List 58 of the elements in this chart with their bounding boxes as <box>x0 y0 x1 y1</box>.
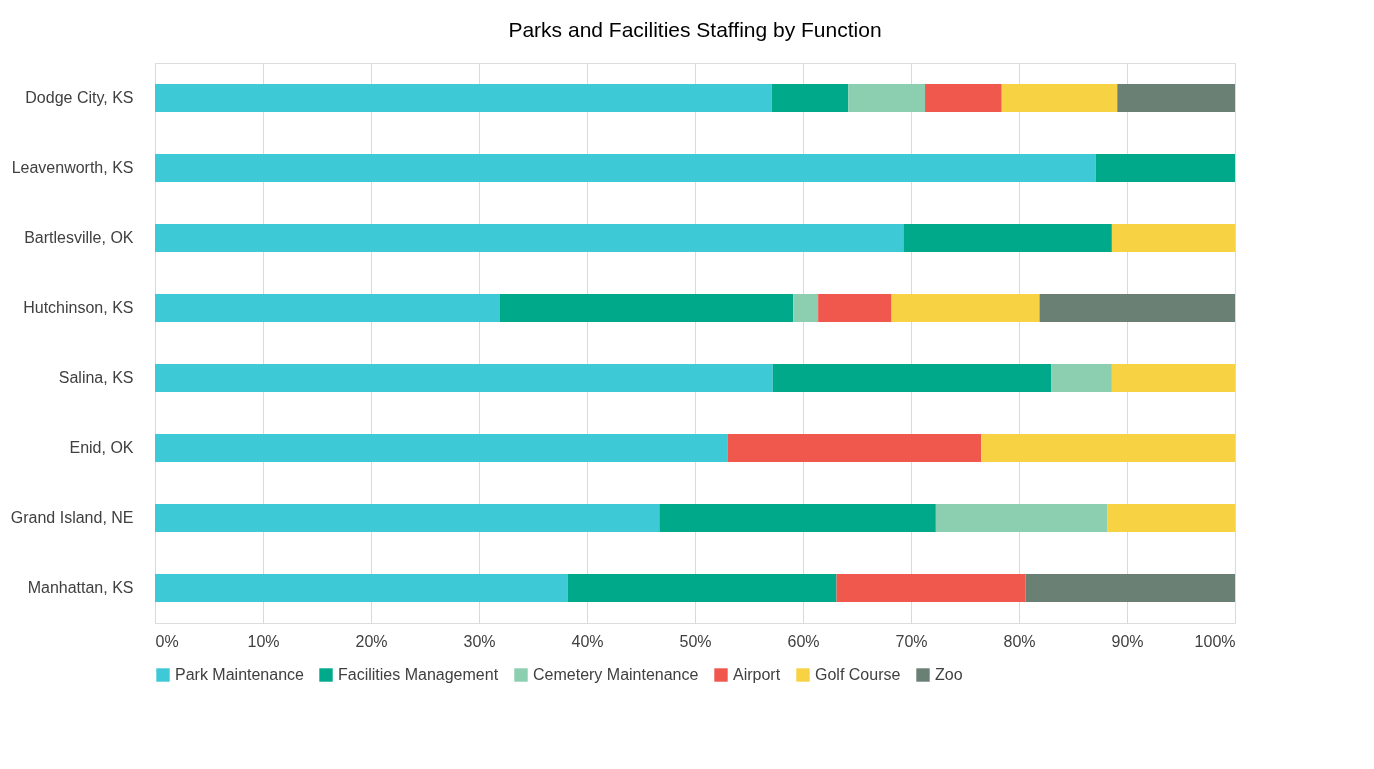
bar <box>499 294 794 322</box>
bar <box>155 154 1096 182</box>
bar <box>155 84 772 112</box>
bar <box>155 224 904 252</box>
x-tick-label: 40% <box>571 632 604 650</box>
y-tick-label: Bartlesville, OK <box>24 229 134 246</box>
bar <box>727 434 982 462</box>
legend-label: Golf Course <box>815 666 901 683</box>
chart-title: Parks and Facilities Staffing by Function <box>508 18 882 41</box>
bar <box>903 224 1112 252</box>
y-tick-label: Enid, OK <box>69 439 134 456</box>
bar <box>1001 84 1118 112</box>
y-tick-label: Leavenworth, KS <box>11 159 134 176</box>
bar <box>1051 364 1112 392</box>
bar <box>925 84 1002 112</box>
bar <box>981 434 1235 462</box>
x-tick-label: 0% <box>155 632 179 650</box>
bar <box>155 504 660 532</box>
bar <box>935 504 1108 532</box>
x-tick-label: 50% <box>679 632 712 650</box>
x-tick-label: 10% <box>247 632 280 650</box>
bar <box>818 294 892 322</box>
y-tick-label: Hutchinson, KS <box>23 299 134 316</box>
bar <box>1025 574 1235 602</box>
bar <box>155 574 568 602</box>
x-tick-label: 60% <box>787 632 820 650</box>
bar <box>1111 224 1235 252</box>
bar <box>836 574 1026 602</box>
y-tick-label: Dodge City, KS <box>25 89 134 106</box>
legend-label: Cemetery Maintenance <box>533 666 699 683</box>
bar <box>891 294 1040 322</box>
bar <box>1095 154 1235 182</box>
y-tick-label: Salina, KS <box>58 369 134 386</box>
bar <box>1111 364 1235 392</box>
bar <box>155 294 500 322</box>
bar <box>567 574 837 602</box>
bar <box>155 434 728 462</box>
bar <box>772 364 1052 392</box>
x-tick-label: 80% <box>1003 632 1036 650</box>
x-tick-label: 90% <box>1111 632 1144 650</box>
bar <box>793 294 819 322</box>
bar <box>1117 84 1235 112</box>
y-tick-label: Grand Island, NE <box>10 509 134 526</box>
x-tick-label: 30% <box>463 632 496 650</box>
x-tick-label: 20% <box>355 632 388 650</box>
bar <box>659 504 936 532</box>
bar <box>848 84 926 112</box>
bar <box>771 84 849 112</box>
x-tick-label: 100% <box>1194 632 1236 650</box>
y-tick-label: Manhattan, KS <box>27 579 134 596</box>
legend-label: Airport <box>733 666 781 683</box>
legend-label: Zoo <box>935 666 963 683</box>
legend-label: Facilities Management <box>338 666 499 683</box>
bar <box>1107 504 1235 532</box>
legend-label: Park Maintenance <box>175 666 305 683</box>
x-tick-label: 70% <box>895 632 928 650</box>
bar <box>155 364 773 392</box>
bar <box>1039 294 1235 322</box>
